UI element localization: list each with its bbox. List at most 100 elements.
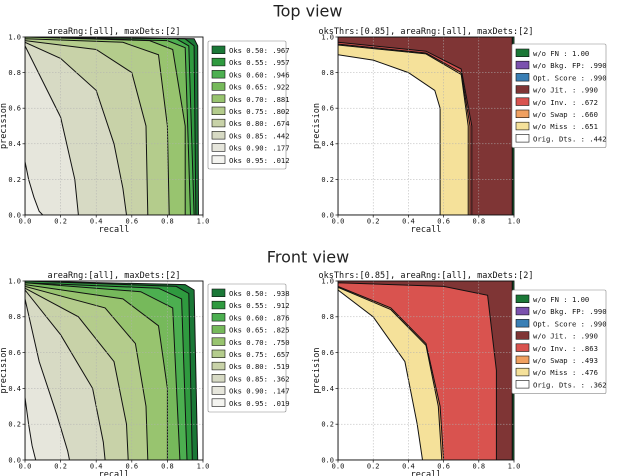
legend-entry: Oks 0.75: .802 — [229, 107, 290, 116]
legend-swatch — [515, 85, 530, 94]
legend-swatch — [211, 349, 226, 358]
legend-entry: Orig. Dts. : .362 — [533, 380, 607, 389]
x-tick-label: 1.0 — [197, 463, 210, 471]
legend-entry: Oks 0.95: .019 — [229, 399, 290, 408]
x-tick-label: 0.2 — [54, 463, 67, 471]
y-tick-label: 0.0 — [321, 456, 334, 464]
legend-swatch — [515, 60, 530, 70]
x-tick-label: 0.6 — [437, 463, 450, 471]
legend: Oks 0.50: .938 Oks 0.55: .912 Oks 0.60: .8… — [207, 283, 290, 413]
y-tick-label: 0.4 — [8, 385, 21, 393]
y-tick-label: 0.2 — [321, 176, 334, 184]
legend-swatch — [211, 131, 226, 140]
pr-area — [25, 45, 79, 215]
x-tick-label: 0.2 — [367, 218, 380, 226]
legend-entry: w/o Jit. : .990 — [533, 332, 598, 341]
legend-entry: w/o FN : 1.00 — [533, 295, 589, 304]
pr-chart: 0.0 0.2 0.4 0.6 0.8 1.00.00.20.40.60.81.0oksT… — [312, 271, 607, 476]
legend: w/o FN : 1.00 w/o Bkg. FP: .990 Opt. Score… — [511, 289, 607, 394]
legend-entry: Oks 0.85: .362 — [229, 374, 290, 383]
chart-title: oksThrs:[0.85], areaRng:[all], maxDets:[… — [319, 27, 534, 37]
y-axis-label: precision — [312, 347, 322, 393]
legend-entry: Oks 0.85: .442 — [229, 131, 290, 140]
legend-swatch — [515, 121, 530, 131]
legend-entry: Opt. Score : .990 — [533, 319, 607, 328]
legend-swatch — [515, 97, 530, 106]
pr-area — [25, 161, 44, 215]
legend: Oks 0.50: .967 Oks 0.55: .957 Oks 0.60: .9… — [207, 40, 290, 170]
legend-swatch — [211, 143, 226, 152]
x-axis-label: recall — [411, 470, 442, 476]
y-tick-label: 0.2 — [321, 421, 334, 429]
x-tick-label: 0.8 — [161, 463, 174, 471]
y-tick-label: 1.0 — [321, 33, 334, 41]
x-tick-label: 0.6 — [125, 463, 138, 471]
pr-area — [338, 54, 441, 215]
legend-swatch — [211, 361, 226, 371]
section-title: Front view — [267, 248, 349, 267]
legend-swatch — [211, 288, 226, 297]
y-tick-label: 0.8 — [321, 69, 334, 77]
legend-entry: Orig. Dts. : .442 — [533, 134, 607, 143]
legend-swatch — [515, 73, 530, 82]
x-tick-label: 0.4 — [90, 463, 103, 471]
x-tick-label: 0.0 — [332, 463, 345, 471]
y-tick-label: 0.0 — [8, 456, 21, 464]
legend-swatch — [515, 134, 530, 143]
x-tick-label: 0.8 — [161, 218, 174, 226]
legend: w/o FN : 1.00 w/o Bkg. FP: .990 Opt. Score… — [511, 43, 607, 148]
legend-swatch — [211, 57, 226, 67]
y-tick-label: 1.0 — [321, 277, 334, 285]
x-tick-label: 0.0 — [19, 463, 32, 471]
legend-swatch — [515, 355, 530, 364]
x-tick-label: 0.4 — [402, 218, 415, 226]
y-tick-label: 0.6 — [321, 105, 334, 113]
legend-swatch — [211, 94, 226, 103]
legend-entry: w/o Swap : .660 — [533, 110, 598, 119]
legend-entry: Oks 0.80: .519 — [229, 362, 290, 371]
legend-entry: Oks 0.75: .657 — [229, 350, 290, 359]
legend-entry: Oks 0.50: .967 — [229, 46, 290, 55]
pr-area — [25, 397, 37, 460]
y-axis-label: precision — [0, 347, 9, 393]
chart-title: areaRng:[all], maxDets:[2] — [47, 271, 180, 281]
y-tick-label: 0.6 — [321, 349, 334, 357]
legend-swatch — [515, 380, 530, 389]
legend-entry: Oks 0.60: .946 — [229, 70, 290, 79]
legend-entry: Oks 0.95: .012 — [229, 156, 290, 165]
legend-entry: Oks 0.80: .674 — [229, 119, 290, 128]
x-tick-label: 0.8 — [472, 463, 485, 471]
x-tick-label: 0.2 — [54, 218, 67, 226]
legend-entry: w/o Bkg. FP: .990 — [533, 307, 607, 316]
x-tick-label: 1.0 — [197, 218, 210, 226]
x-tick-label: 0.0 — [332, 218, 345, 226]
legend-swatch — [211, 398, 226, 407]
legend-swatch — [211, 300, 226, 310]
x-axis-label: recall — [99, 470, 130, 476]
legend-entry: w/o FN : 1.00 — [533, 49, 589, 58]
legend-entry: Oks 0.90: .177 — [229, 144, 290, 153]
legend-entry: Opt. Score : .990 — [533, 73, 607, 82]
chart-title: oksThrs:[0.85], areaRng:[all], maxDets:[… — [319, 271, 534, 281]
section-title: Top view — [273, 2, 343, 21]
legend-entry: Oks 0.90: .147 — [229, 387, 290, 396]
legend-swatch — [211, 118, 226, 128]
legend-swatch — [211, 155, 226, 164]
legend-entry: Oks 0.55: .957 — [229, 58, 290, 67]
legend-frame — [207, 283, 287, 413]
x-tick-label: 0.6 — [437, 218, 450, 226]
y-tick-label: 0.4 — [321, 385, 334, 393]
legend-entry: w/o Jit. : .990 — [533, 86, 598, 95]
pr-area — [338, 289, 424, 460]
legend-frame — [207, 40, 287, 170]
y-tick-label: 0.4 — [8, 140, 21, 148]
y-axis-label: precision — [312, 103, 322, 149]
plot-frame — [24, 36, 204, 216]
legend-entry: Oks 0.65: .922 — [229, 83, 290, 92]
legend-swatch — [211, 337, 226, 346]
legend-swatch — [211, 325, 226, 334]
legend-swatch — [211, 82, 226, 91]
legend-frame — [511, 289, 607, 394]
legend-swatch — [515, 109, 530, 118]
